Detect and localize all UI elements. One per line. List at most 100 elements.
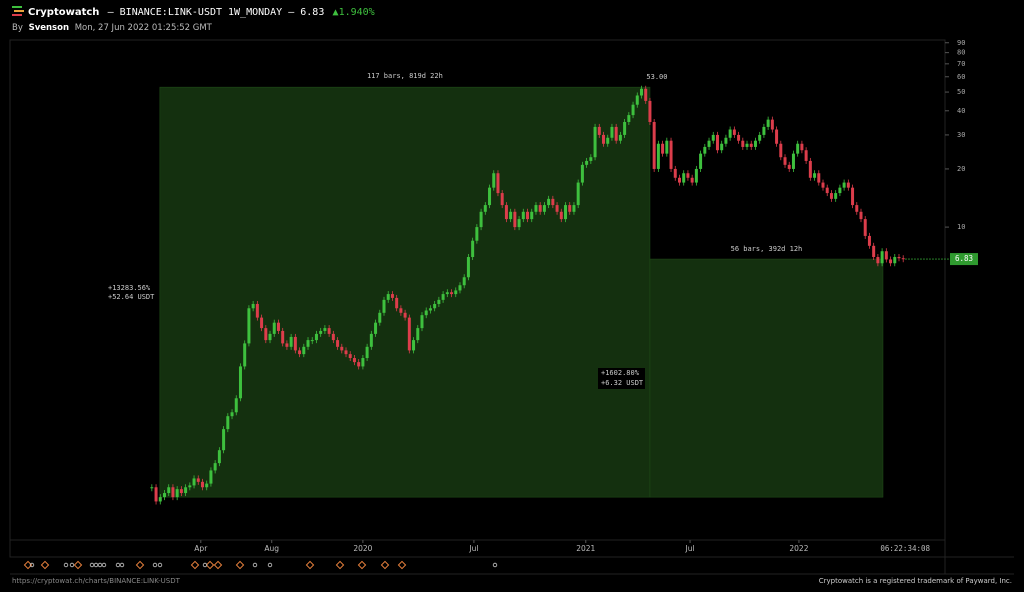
candle <box>336 340 340 347</box>
candle <box>851 187 855 206</box>
candle <box>217 450 221 464</box>
candle <box>673 168 677 178</box>
candle <box>390 294 394 298</box>
candle <box>213 463 217 471</box>
event-diamond <box>73 560 83 570</box>
candle <box>669 140 673 169</box>
candle <box>825 187 829 194</box>
candle <box>179 489 183 494</box>
candle <box>162 493 166 498</box>
event-diamond <box>135 560 145 570</box>
candle <box>289 336 293 347</box>
event-dot <box>492 562 498 568</box>
event-diamond <box>357 560 367 570</box>
event-diamond <box>305 560 315 570</box>
candle <box>310 340 314 342</box>
candle <box>732 129 736 135</box>
measures <box>159 86 884 498</box>
author: Svenson <box>29 23 69 33</box>
candle <box>682 173 686 183</box>
candle <box>652 121 656 169</box>
candle <box>817 173 821 183</box>
candle <box>661 143 665 154</box>
event-diamond <box>235 560 245 570</box>
candle <box>749 143 753 147</box>
candle <box>251 303 255 309</box>
candle <box>564 205 568 220</box>
candle <box>703 146 707 154</box>
candle <box>762 126 766 135</box>
candle <box>758 134 762 141</box>
candle <box>222 429 226 451</box>
event-dot <box>252 562 258 568</box>
candle <box>302 346 306 355</box>
x-tick-label: Aug <box>264 544 279 553</box>
candle <box>538 205 542 212</box>
y-tick-label: 90 <box>957 39 965 47</box>
event-dot <box>152 562 158 568</box>
title: – BINANCE:LINK-USDT 1W_MONDAY – 6.83 <box>108 7 325 18</box>
event-dot <box>89 562 95 568</box>
candle <box>352 358 356 363</box>
candle <box>623 121 627 135</box>
candle <box>496 173 500 194</box>
measure-bars: 56 bars, 392d 12h <box>731 245 803 253</box>
high-label: 53.00 <box>646 73 667 81</box>
logo <box>12 6 24 16</box>
axes: 10 20 30 40 50 60 70 80 90 Apr Aug 2020 Jul 2021 Jul 20… <box>194 39 965 553</box>
candle <box>893 257 897 264</box>
candle <box>813 173 817 178</box>
candle <box>361 358 365 367</box>
y-tick-label: 20 <box>957 165 965 173</box>
candle <box>834 193 838 199</box>
candle <box>479 211 483 228</box>
candle <box>433 303 437 309</box>
candle <box>686 173 690 178</box>
candle <box>707 140 711 147</box>
event-diamond <box>40 560 50 570</box>
timestamp: Mon, 27 Jun 2022 01:25:52 GMT <box>75 23 213 33</box>
candle <box>699 153 703 169</box>
event-dot <box>157 562 163 568</box>
candle <box>504 205 508 220</box>
candle <box>167 487 171 494</box>
candle <box>656 143 660 169</box>
event-diamond <box>380 560 390 570</box>
candle <box>209 470 213 484</box>
event-diamond <box>205 560 215 570</box>
y-tick-label: 50 <box>957 88 965 96</box>
candle <box>631 104 635 116</box>
candle <box>867 235 871 246</box>
candle <box>589 157 593 161</box>
candle <box>150 487 154 489</box>
candle <box>340 346 344 351</box>
candle <box>175 489 179 498</box>
event-diamond <box>190 560 200 570</box>
event-diamond <box>23 560 33 570</box>
candle <box>230 412 234 417</box>
candle <box>238 366 242 399</box>
candle <box>859 211 863 220</box>
candle <box>403 312 407 318</box>
candle <box>196 478 200 482</box>
candle <box>829 193 833 199</box>
measure-delta: +52.64 USDT <box>108 293 155 301</box>
candle <box>796 143 800 154</box>
candle <box>226 416 230 430</box>
candle <box>247 308 251 344</box>
footer-trademark: Cryptowatch is a registered trademark of… <box>819 577 1012 585</box>
event-dot <box>29 562 35 568</box>
y-tick-label: 60 <box>957 73 965 81</box>
candle <box>775 129 779 144</box>
candle <box>158 497 162 502</box>
candle <box>260 317 264 329</box>
candle <box>737 134 741 141</box>
candle <box>445 292 449 295</box>
candle <box>901 258 905 260</box>
candle <box>374 322 378 334</box>
event-diamond <box>335 560 345 570</box>
last-price-label: 6.83 <box>955 254 973 263</box>
candle <box>568 205 572 212</box>
candle <box>555 205 559 212</box>
